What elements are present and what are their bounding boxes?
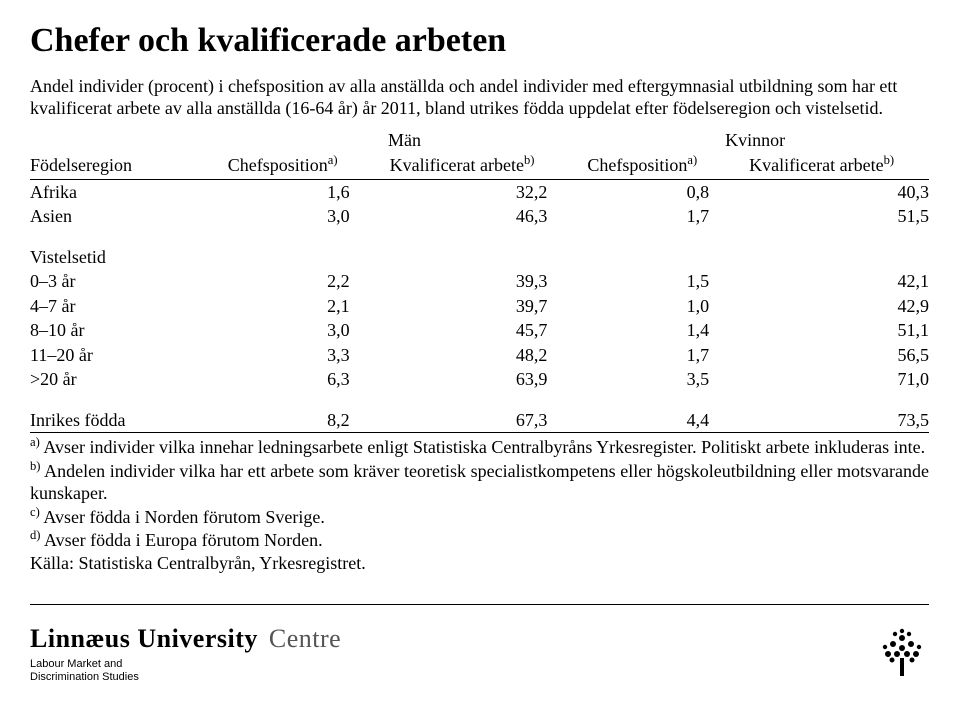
footer-divider <box>30 604 929 605</box>
vist-header-row: Vistelsetid <box>30 245 929 270</box>
col-chef-k: Chefspositiona) <box>587 152 749 179</box>
table-row-inrikes: Inrikes födda 8,2 67,3 4,4 73,5 <box>30 408 929 433</box>
col-women: Kvinnor <box>587 128 929 153</box>
footnote-c: Avser födda i Norden förutom Sverige. <box>43 507 325 527</box>
col-kval-m: Kvalificerat arbeteb) <box>390 152 588 179</box>
data-table: Män Kvinnor Födelseregion Chefspositiona… <box>30 128 929 434</box>
table-row: 0–3 år 2,2 39,3 1,5 42,1 <box>30 269 929 294</box>
page-footer: Linnæus University Centre Labour Market … <box>30 623 929 685</box>
footnote-a: Avser individer vilka innehar ledningsar… <box>43 437 925 457</box>
table-row: >20 år 6,3 63,9 3,5 71,0 <box>30 367 929 392</box>
university-logo: Linnæus University Centre Labour Market … <box>30 623 341 685</box>
footnote-b: Andelen individer vilka har ett arbete s… <box>30 461 929 504</box>
intro-text: Andel individer (procent) i chefspositio… <box>30 75 929 120</box>
logo-sub2: Discrimination Studies <box>30 671 341 685</box>
table-row: Asien 3,0 46,3 1,7 51,5 <box>30 204 929 229</box>
footnote-d: Avser födda i Europa förutom Norden. <box>44 530 323 550</box>
logo-centre: Centre <box>269 624 341 653</box>
table-row: Afrika 1,6 32,2 0,8 40,3 <box>30 179 929 204</box>
tree-icon <box>875 624 929 684</box>
table-row: 8–10 år 3,0 45,7 1,4 51,1 <box>30 318 929 343</box>
logo-uni: Linnæus University <box>30 624 258 653</box>
footnote-source: Källa: Statistiska Centralbyrån, Yrkesre… <box>30 552 929 575</box>
footnotes: a) Avser individer vilka innehar ledning… <box>30 435 929 574</box>
page-title: Chefer och kvalificerade arbeten <box>30 20 929 63</box>
col-chef-m: Chefspositiona) <box>228 152 390 179</box>
col-men: Män <box>228 128 588 153</box>
col-kval-k: Kvalificerat arbeteb) <box>749 152 929 179</box>
logo-sub1: Labour Market and <box>30 658 341 672</box>
table-row: 11–20 år 3,3 48,2 1,7 56,5 <box>30 343 929 368</box>
table-row: 4–7 år 2,1 39,7 1,0 42,9 <box>30 294 929 319</box>
col-region: Födelseregion <box>30 152 228 179</box>
